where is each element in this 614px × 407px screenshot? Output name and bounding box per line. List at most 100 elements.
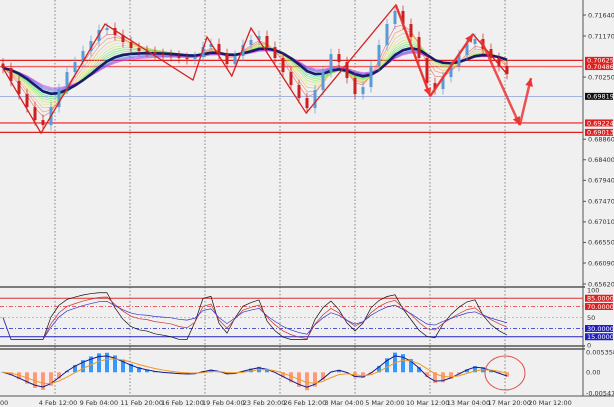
- time-tick-label: 23 Feb 20:00: [243, 399, 286, 407]
- level-price-label: 0.69819: [587, 93, 614, 101]
- candle-body: [137, 48, 141, 52]
- rsi-level-tag: [585, 325, 613, 332]
- rsi-level-label: 15.0000: [587, 333, 614, 341]
- candle-body: [305, 98, 309, 109]
- candle-body: [65, 72, 69, 90]
- rsi-axis-label: 100: [587, 286, 599, 294]
- level-price-tag: [585, 56, 613, 64]
- candle-body: [441, 77, 445, 90]
- macd-histogram-bar: [57, 372, 61, 379]
- candle-body: [89, 41, 93, 52]
- trend-arrow-shaft: [394, 4, 432, 97]
- candle-body: [233, 56, 237, 65]
- macd-histogram-bar: [49, 372, 53, 386]
- macd-histogram-bar: [433, 372, 437, 383]
- level-price-label: 0.69224: [587, 119, 614, 127]
- macd-histogram-bar: [313, 372, 317, 387]
- price-tick-label: 0.68860: [588, 136, 614, 144]
- rsi-axis-label: 0: [587, 341, 591, 349]
- macd-histogram-bar: [177, 372, 181, 374]
- price-tick-label: 0.67010: [588, 218, 614, 226]
- candle-body: [321, 72, 325, 91]
- candle-body: [201, 47, 205, 58]
- macd-histogram-bar: [441, 372, 445, 383]
- candle-body: [177, 56, 181, 59]
- macd-histogram-bar: [305, 372, 309, 391]
- macd-histogram-bar: [81, 360, 85, 373]
- candle-body: [73, 62, 77, 73]
- macd-histogram-bar: [417, 367, 421, 373]
- candle-body: [489, 49, 493, 59]
- trend-arrowhead: [465, 34, 473, 43]
- candle-body: [105, 28, 109, 31]
- candle-body: [377, 45, 381, 67]
- macd-histogram-bar: [449, 372, 453, 379]
- rsi-level-tag: [585, 333, 613, 341]
- candle-body: [393, 10, 397, 25]
- candle-body: [473, 39, 477, 45]
- macd-histogram-bar: [505, 372, 509, 377]
- moving-averages: [2, 24, 508, 117]
- rsi-axis-label: 50: [587, 314, 595, 322]
- macd-histogram-bar: [249, 368, 253, 373]
- candle-body: [337, 54, 341, 63]
- macd-histogram-bar: [209, 369, 213, 373]
- macd-histogram-bar: [41, 372, 45, 390]
- candle-body: [433, 83, 437, 90]
- macd-histogram-bar: [289, 372, 293, 383]
- candle-body: [161, 54, 165, 56]
- time-tick-label: 11 Feb 20:00: [120, 399, 163, 407]
- candle-body: [465, 44, 469, 56]
- time-tick-label: 16 Feb 12:00: [161, 399, 204, 407]
- rsi-level-label: 30.0000: [587, 325, 614, 333]
- candle-body: [121, 35, 125, 43]
- rsi-level-label: 70.0000: [587, 303, 614, 311]
- candle-body: [289, 72, 293, 86]
- candle-body: [17, 81, 21, 95]
- candle-body: [209, 44, 213, 48]
- time-tick-label: 20 Mar 12:00: [528, 399, 571, 407]
- candle-body: [497, 58, 501, 67]
- time-tick-label: 00: [0, 399, 8, 407]
- candle-body: [361, 87, 365, 95]
- macd-line: [2, 355, 508, 388]
- trend-arrowhead: [525, 78, 533, 87]
- macd-panel: 0.0053585 0.00 -0.005475: [1, 348, 614, 397]
- macd-histogram-bar: [377, 365, 381, 373]
- macd-histogram-bar: [337, 369, 341, 373]
- price-tick-label: 0.66550: [588, 239, 614, 247]
- candle-body: [217, 44, 221, 55]
- macd-histogram-bar: [121, 359, 125, 373]
- candle-body: [81, 51, 85, 63]
- price-tick-label: 0.66090: [588, 259, 614, 267]
- macd-histogram-bar: [457, 372, 461, 375]
- macd-histogram-bar: [17, 372, 21, 380]
- macd-histogram-bar: [321, 372, 325, 380]
- candle-body: [353, 78, 357, 95]
- level-price-tag: [585, 63, 613, 71]
- candle-body: [185, 58, 189, 60]
- candle-body: [33, 107, 37, 121]
- candle-body: [313, 90, 317, 109]
- macd-histogram-bar: [97, 353, 101, 373]
- time-tick-label: 17 Mar 20:00: [488, 399, 531, 407]
- macd-histogram-bar: [73, 364, 77, 373]
- candle-body: [385, 24, 389, 46]
- macd-histogram-bar: [425, 372, 429, 378]
- macd-histogram-bar: [265, 368, 269, 373]
- candle-body: [1, 63, 5, 69]
- time-tick-label: 26 Feb 12:00: [284, 399, 327, 407]
- macd-histogram-bar: [281, 372, 285, 378]
- candle-body: [457, 55, 461, 67]
- candle-body: [257, 36, 261, 41]
- price-tick-label: 0.71640: [588, 11, 614, 19]
- macd-histogram-bar: [465, 369, 469, 373]
- candle-body: [401, 10, 405, 25]
- price-tick-label: 0.65620: [588, 280, 614, 288]
- level-price-label: 0.70625: [587, 57, 614, 65]
- price-tick-label: 0.67470: [588, 198, 614, 206]
- trend-arrow-shaft: [479, 39, 521, 126]
- trend-arrowhead: [512, 116, 520, 126]
